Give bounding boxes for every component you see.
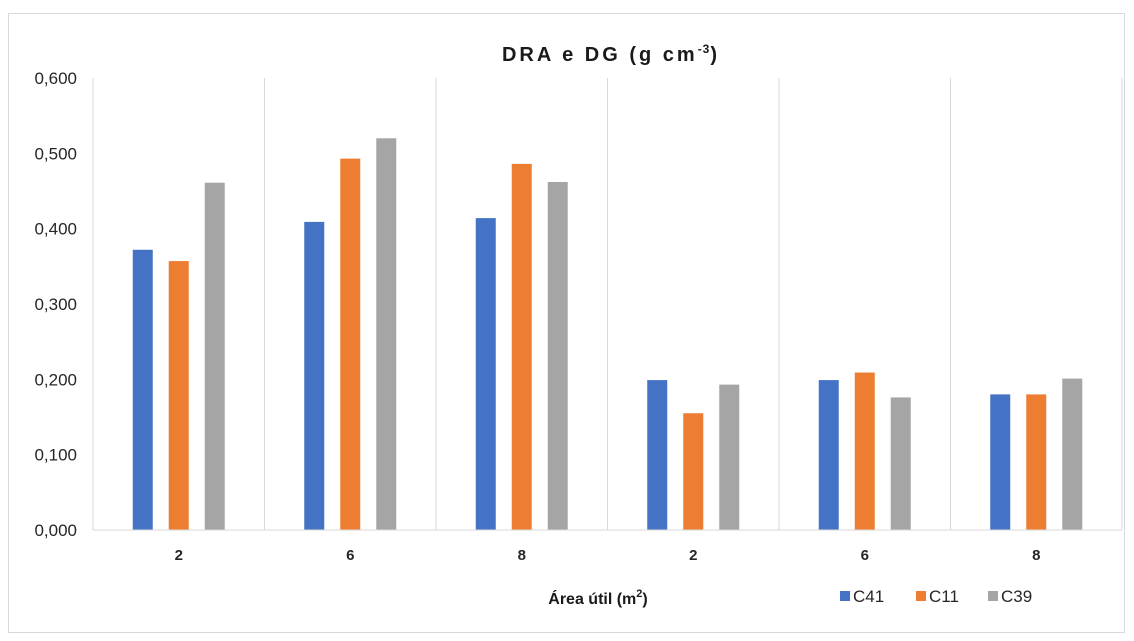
bar-c39 [204, 182, 225, 531]
legend: C41 C11 C39 [840, 587, 1032, 606]
legend-label-c41: C41 [853, 587, 884, 606]
bar-c39 [890, 397, 911, 530]
bar-c11 [168, 261, 189, 530]
x-axis-label: Área útil (m2) [548, 588, 647, 608]
x-tick-label: 2 [689, 547, 697, 564]
x-tick-label: 8 [1032, 547, 1040, 564]
bar-c39 [719, 384, 740, 530]
bar-c41 [304, 221, 325, 531]
y-tick-label: 0,400 [34, 220, 77, 239]
gridlines [92, 78, 1123, 530]
bar-c41 [990, 394, 1011, 530]
x-tick-label: 6 [861, 547, 869, 564]
x-tick-label: 6 [346, 547, 354, 564]
legend-swatch-c11 [916, 591, 926, 601]
bar-c41 [818, 380, 839, 530]
bar-c39 [547, 181, 568, 530]
y-tick-label: 0,100 [34, 446, 77, 465]
x-axis-ticks: 2 6 8 2 6 8 [175, 547, 1041, 564]
bar-c11 [683, 413, 704, 530]
bar-c41 [647, 380, 668, 530]
x-tick-label: 2 [175, 547, 183, 564]
bar-c11 [1026, 394, 1047, 530]
y-axis-ticks: 0,000 0,100 0,200 0,300 0,400 0,500 0,600 [34, 69, 77, 540]
bar-c11 [340, 158, 361, 530]
y-tick-label: 0,600 [34, 69, 77, 88]
bar-c39 [376, 138, 397, 530]
y-tick-label: 0,500 [34, 144, 77, 163]
bars [132, 138, 1083, 531]
y-tick-label: 0,000 [34, 521, 77, 540]
chart-title: DRA e DG (g cm-3) [502, 42, 720, 66]
x-tick-label: 8 [518, 547, 526, 564]
legend-swatch-c39 [988, 591, 998, 601]
y-tick-label: 0,300 [34, 295, 77, 314]
bar-c41 [132, 249, 153, 530]
bar-c41 [475, 218, 496, 530]
bar-c11 [854, 372, 875, 530]
bar-c11 [511, 163, 532, 530]
legend-swatch-c41 [840, 591, 850, 601]
bar-c39 [1062, 378, 1083, 530]
y-tick-label: 0,200 [34, 370, 77, 389]
legend-label-c39: C39 [1001, 587, 1032, 606]
legend-label-c11: C11 [929, 587, 959, 606]
